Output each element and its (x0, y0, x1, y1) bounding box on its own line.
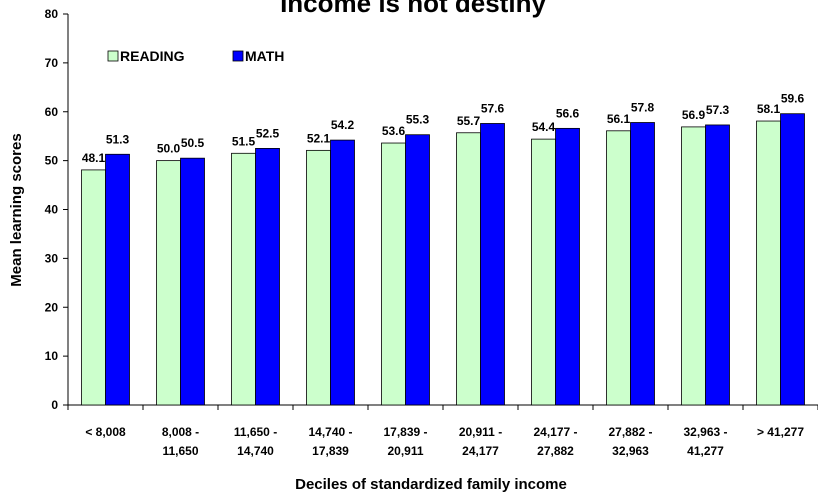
data-label-reading: 54.4 (532, 120, 556, 134)
data-label-math: 51.3 (106, 132, 130, 146)
x-axis-title: Deciles of standardized family income (295, 476, 567, 493)
x-tick-label: 11,650 - (234, 425, 277, 439)
data-label-reading: 48.1 (82, 151, 106, 165)
x-tick-label: 24,177 - (533, 425, 577, 439)
data-label-math: 50.5 (181, 136, 205, 150)
legend: READING MATH (107, 48, 284, 64)
y-tick-label: 20 (45, 300, 59, 314)
data-label-reading: 52.1 (307, 131, 331, 145)
x-tick-label: 20,911 (387, 444, 423, 458)
data-label-reading: 56.9 (682, 108, 706, 122)
legend-swatch-reading (107, 50, 119, 62)
data-label-reading: 55.7 (457, 114, 481, 128)
x-tick-label: 11,650 (162, 444, 198, 458)
bar-reading (306, 149, 331, 406)
y-tick-label: 40 (45, 203, 59, 217)
y-axis-title: Mean learning scores (8, 133, 25, 286)
x-tick-label: < 8,008 (85, 425, 126, 439)
bar-math (330, 139, 355, 406)
x-tick-label: 32,963 (612, 444, 649, 458)
x-tick-label: 27,882 - (608, 425, 652, 439)
x-tick-label: > 41,277 (757, 425, 804, 439)
bar-reading (156, 160, 181, 406)
plot-area: 0 10 20 30 40 50 60 70 80 48.151.3 < 8,008 50.0 50.5… (45, 7, 818, 458)
data-label-reading: 58.1 (757, 102, 781, 116)
y-tick-label: 80 (45, 7, 59, 21)
data-label-math: 57.3 (706, 103, 730, 117)
chart-title: Income is not destiny (280, 0, 546, 18)
x-tick-label: 24,177 (462, 444, 499, 458)
x-tick-label: 32,963 - (683, 425, 727, 439)
x-tick-label: 41,277 (687, 444, 724, 458)
bar-math (480, 123, 505, 406)
y-tick-label: 70 (45, 56, 59, 70)
bar-reading (531, 138, 556, 406)
legend-label-reading: READING (120, 48, 185, 64)
bar-math (105, 153, 130, 406)
y-tick-label: 10 (45, 349, 59, 363)
x-tick-label: 14,740 - (308, 425, 352, 439)
y-tick-label: 0 (51, 398, 58, 412)
x-tick-label: 27,882 (537, 444, 574, 458)
legend-swatch-math (232, 50, 244, 62)
y-tick-label: 50 (45, 154, 59, 168)
bar-reading (606, 130, 631, 406)
x-tick-label: 17,839 (312, 444, 349, 458)
y-tick-label: 60 (45, 105, 59, 119)
bar-math (630, 122, 655, 406)
data-label-reading: 56.1 (607, 112, 631, 126)
data-label-math: 54.2 (331, 118, 355, 132)
data-label-reading: 53.6 (382, 124, 406, 138)
bar-math (180, 157, 205, 406)
data-label-math: 59.6 (781, 92, 805, 106)
bar-reading (381, 142, 406, 406)
x-tick-label: 17,839 - (383, 425, 427, 439)
legend-label-math: MATH (245, 48, 284, 64)
x-tick-label: 8,008 - (162, 425, 199, 439)
bar-math (780, 113, 805, 406)
data-label-reading: 50.0 (157, 142, 181, 156)
data-label-math: 56.6 (556, 106, 580, 120)
bar-math (405, 134, 430, 406)
x-tick-label: 20,911 - (459, 425, 502, 439)
data-label-math: 57.6 (481, 101, 505, 115)
bar-reading (756, 120, 781, 406)
y-tick-label: 30 (45, 251, 59, 265)
data-label-reading: 51.5 (232, 134, 256, 148)
bar-reading (681, 126, 706, 406)
bar-reading (456, 132, 481, 406)
bar-math (255, 148, 280, 406)
bar-reading (81, 169, 106, 406)
bar-math (705, 124, 730, 406)
bar-reading (231, 152, 256, 406)
x-tick-label: 14,740 (237, 444, 274, 458)
data-label-math: 57.8 (631, 101, 655, 115)
data-label-math: 52.5 (256, 126, 280, 140)
bar-math (555, 127, 580, 406)
data-label-math: 55.3 (406, 113, 430, 127)
